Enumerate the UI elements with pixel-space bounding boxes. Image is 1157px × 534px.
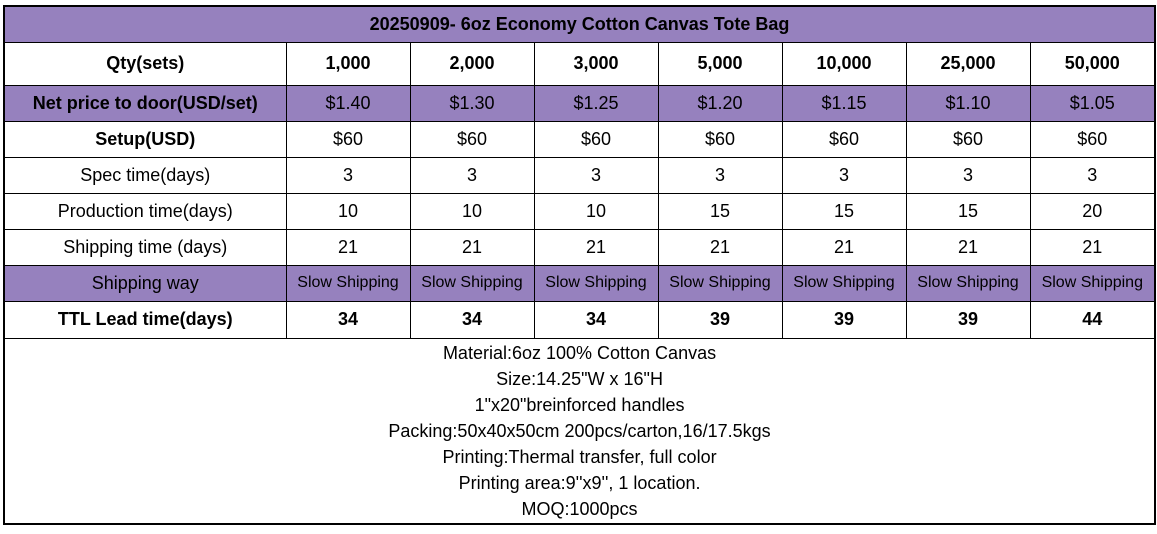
table-cell: 15 (781, 192, 907, 230)
table-cell: 15 (905, 192, 1031, 230)
table-cell: 21 (1029, 228, 1156, 266)
table-cell: 15 (657, 192, 783, 230)
table-cell: Slow Shipping (533, 264, 659, 302)
note-printing-area: Printing area:9''x9'', 1 location. (458, 472, 701, 493)
table-cell: $60 (533, 120, 659, 158)
table-cell: 3 (285, 156, 411, 194)
table-cell: 20 (1029, 192, 1156, 230)
note-moq: MOQ:1000pcs (521, 498, 638, 519)
row-label-shipping-time: Shipping time (days) (3, 228, 287, 266)
table-row-qty: Qty(sets) 1,000 2,000 3,000 5,000 10,000… (3, 41, 1156, 86)
notes-row: Material:6oz 100% Cotton Canvas Size:14.… (3, 337, 1156, 525)
table-cell: $60 (285, 120, 411, 158)
table-cell: Slow Shipping (285, 264, 411, 302)
note-packing: Packing:50x40x50cm 200pcs/carton,16/17.5… (388, 420, 771, 441)
table-cell: 10 (533, 192, 659, 230)
table-cell: $1.30 (409, 84, 535, 122)
table-cell: $1.20 (657, 84, 783, 122)
table-row-setup: Setup(USD) $60 $60 $60 $60 $60 $60 $60 (3, 120, 1156, 158)
table-cell: $1.25 (533, 84, 659, 122)
table-cell: 10 (285, 192, 411, 230)
table-cell: 21 (533, 228, 659, 266)
row-label-setup: Setup(USD) (3, 120, 287, 158)
table-cell: 44 (1029, 300, 1156, 339)
table-cell: 34 (533, 300, 659, 339)
notes-section: Material:6oz 100% Cotton Canvas Size:14.… (3, 337, 1156, 525)
table-cell: $60 (1029, 120, 1156, 158)
table-cell: 39 (905, 300, 1031, 339)
table-cell: 2,000 (409, 41, 535, 86)
table-cell: Slow Shipping (781, 264, 907, 302)
table-cell: 3 (657, 156, 783, 194)
row-label-ttl-lead-time: TTL Lead time(days) (3, 300, 287, 339)
table-cell: 10,000 (781, 41, 907, 86)
table-cell: $60 (905, 120, 1031, 158)
table-cell: 3 (409, 156, 535, 194)
note-size: Size:14.25"W x 16"H (496, 368, 663, 389)
table-cell: $60 (409, 120, 535, 158)
page-title: 20250909- 6oz Economy Cotton Canvas Tote… (3, 5, 1156, 43)
table-cell: 21 (905, 228, 1031, 266)
row-label-shipping-way: Shipping way (3, 264, 287, 302)
table-row-ttl-lead-time: TTL Lead time(days) 34 34 34 39 39 39 44 (3, 300, 1156, 339)
table-cell: 3 (1029, 156, 1156, 194)
pricing-table: 20250909- 6oz Economy Cotton Canvas Tote… (3, 5, 1157, 525)
note-handles: 1"x20"breinforced handles (474, 394, 685, 415)
table-cell: 34 (409, 300, 535, 339)
table-cell: 34 (285, 300, 411, 339)
table-row-spec-time: Spec time(days) 3 3 3 3 3 3 3 (3, 156, 1156, 194)
table-cell: 21 (285, 228, 411, 266)
table-cell: Slow Shipping (657, 264, 783, 302)
row-label-qty: Qty(sets) (3, 41, 287, 86)
table-cell: Slow Shipping (905, 264, 1031, 302)
table-cell: 21 (409, 228, 535, 266)
row-label-net-price: Net price to door(USD/set) (3, 84, 287, 122)
table-row-shipping-way: Shipping way Slow Shipping Slow Shipping… (3, 264, 1156, 302)
table-cell: 39 (657, 300, 783, 339)
note-material: Material:6oz 100% Cotton Canvas (442, 342, 717, 363)
row-label-spec-time: Spec time(days) (3, 156, 287, 194)
row-label-production-time: Production time(days) (3, 192, 287, 230)
table-cell: 3 (533, 156, 659, 194)
table-cell: 10 (409, 192, 535, 230)
table-cell: $1.05 (1029, 84, 1156, 122)
table-row-net-price: Net price to door(USD/set) $1.40 $1.30 $… (3, 84, 1156, 122)
note-printing: Printing:Thermal transfer, full color (442, 446, 717, 467)
table-row-production-time: Production time(days) 10 10 10 15 15 15 … (3, 192, 1156, 230)
table-cell: 3 (781, 156, 907, 194)
table-cell: $60 (781, 120, 907, 158)
table-cell: 3 (905, 156, 1031, 194)
table-cell: $1.10 (905, 84, 1031, 122)
table-cell: 21 (657, 228, 783, 266)
table-cell: $1.40 (285, 84, 411, 122)
table-cell: 25,000 (905, 41, 1031, 86)
table-cell: 1,000 (285, 41, 411, 86)
table-cell: 50,000 (1029, 41, 1156, 86)
table-cell: 39 (781, 300, 907, 339)
table-cell: $1.15 (781, 84, 907, 122)
table-cell: Slow Shipping (409, 264, 535, 302)
table-cell: Slow Shipping (1029, 264, 1156, 302)
table-cell: 21 (781, 228, 907, 266)
table-row-shipping-time: Shipping time (days) 21 21 21 21 21 21 2… (3, 228, 1156, 266)
table-cell: 3,000 (533, 41, 659, 86)
table-cell: $60 (657, 120, 783, 158)
title-row: 20250909- 6oz Economy Cotton Canvas Tote… (3, 5, 1156, 43)
table-cell: 5,000 (657, 41, 783, 86)
